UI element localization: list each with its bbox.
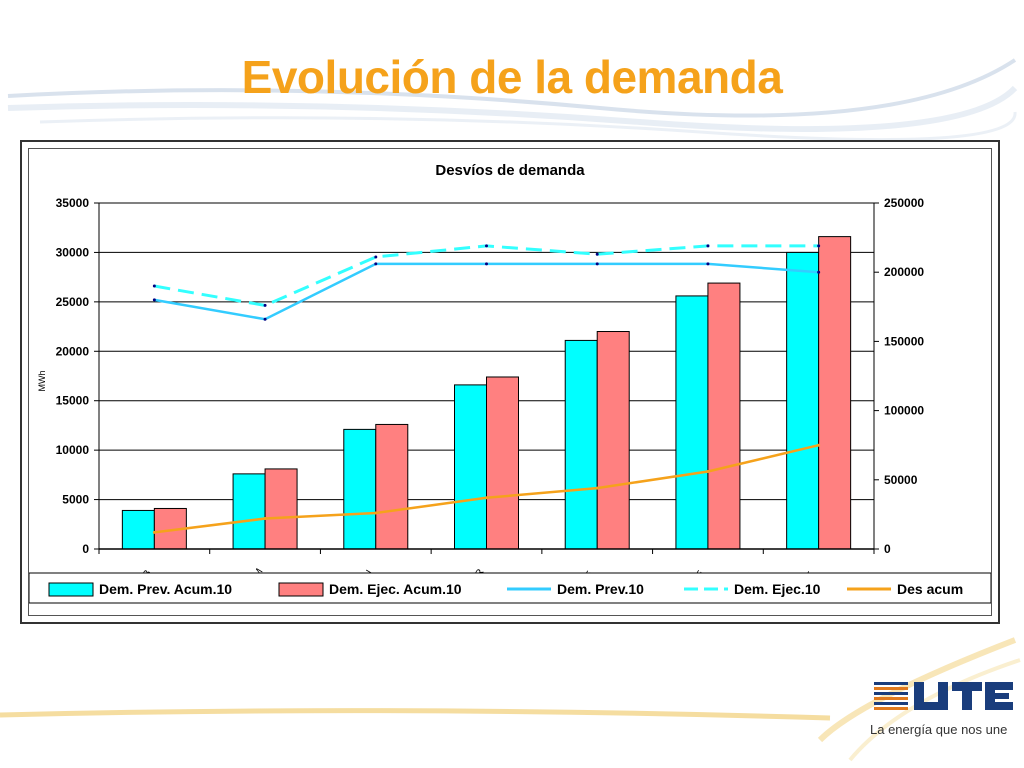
point-dem-ejec-10 bbox=[817, 244, 821, 248]
logo-tagline: La energía que nos une bbox=[870, 722, 1008, 737]
legend: Dem. Prev. Acum.10 Dem. Ejec. Acum.10 Dem.… bbox=[29, 572, 991, 604]
point-des-acum bbox=[374, 511, 378, 515]
y-tick-label: 5000 bbox=[62, 493, 89, 507]
ute-logo bbox=[874, 682, 1013, 710]
chart-title: Desvíos de demanda bbox=[435, 162, 585, 179]
lines-layer bbox=[152, 244, 821, 534]
y-tick-label: 20000 bbox=[56, 344, 90, 358]
point-des-acum bbox=[817, 443, 821, 447]
point-dem-ejec-10 bbox=[374, 255, 378, 259]
chart-frame: Desvíos de demanda MWh 0 5000 10000 15000 20… bbox=[20, 140, 1000, 624]
point-dem-prev-10 bbox=[595, 262, 599, 266]
legend-label-dem-prev-acum-10: Dem. Prev. Acum.10 bbox=[99, 581, 232, 597]
legend-swatch-dem-ejec-acum-10 bbox=[278, 582, 324, 597]
point-dem-ejec-10 bbox=[595, 252, 599, 256]
point-des-acum bbox=[706, 469, 710, 473]
y2-tick-label: 150000 bbox=[884, 334, 924, 348]
bar-dem-prev-acum-10 bbox=[564, 339, 598, 550]
bar-dem-ejec-acum-10 bbox=[264, 468, 298, 550]
slide-title: Evolución de la demanda bbox=[241, 51, 783, 103]
point-dem-prev-10 bbox=[152, 298, 156, 302]
point-dem-prev-10 bbox=[817, 270, 821, 274]
point-des-acum bbox=[595, 486, 599, 490]
y-tick-label: 10000 bbox=[56, 443, 90, 457]
point-dem-ejec-10 bbox=[152, 284, 156, 288]
y-axis-label: MWh bbox=[37, 371, 47, 392]
y2-tick-label: 0 bbox=[884, 542, 891, 556]
bars-layer bbox=[121, 236, 852, 550]
legend-label-dem-ejec-acum-10: Dem. Ejec. Acum.10 bbox=[329, 581, 462, 597]
point-dem-ejec-10 bbox=[485, 244, 488, 248]
point-dem-prev-10 bbox=[706, 262, 710, 266]
bar-dem-ejec-acum-10 bbox=[707, 282, 741, 550]
y-tick-label: 25000 bbox=[56, 295, 90, 309]
y-tick-label: 35000 bbox=[56, 196, 90, 210]
point-des-acum bbox=[263, 517, 267, 521]
y-tick-label: 0 bbox=[82, 542, 89, 556]
y2-tick-label: 100000 bbox=[884, 404, 924, 418]
legend-label-des-acum: Des acum bbox=[897, 581, 963, 597]
y2-tick-label: 200000 bbox=[884, 265, 924, 279]
point-dem-prev-10 bbox=[485, 262, 488, 266]
bar-dem-prev-acum-10 bbox=[454, 384, 487, 550]
bar-dem-prev-acum-10 bbox=[786, 251, 820, 550]
point-dem-ejec-10 bbox=[706, 244, 710, 248]
y2-tick-label: 250000 bbox=[884, 196, 924, 210]
bar-dem-prev-acum-10 bbox=[343, 428, 377, 550]
bar-dem-ejec-acum-10 bbox=[375, 423, 409, 550]
point-dem-prev-10 bbox=[374, 262, 378, 266]
ute-logo-letters bbox=[914, 682, 1013, 710]
y-tick-label: 15000 bbox=[56, 394, 90, 408]
y2-tick-label: 50000 bbox=[884, 473, 918, 487]
legend-label-dem-prev-10: Dem. Prev.10 bbox=[557, 581, 644, 597]
bar-dem-prev-acum-10 bbox=[675, 295, 709, 550]
legend-label-dem-ejec-10: Dem. Ejec.10 bbox=[734, 581, 821, 597]
bar-dem-prev-acum-10 bbox=[121, 509, 155, 550]
point-des-acum bbox=[485, 496, 488, 500]
point-des-acum bbox=[152, 530, 156, 534]
point-dem-ejec-10 bbox=[263, 303, 267, 307]
bar-dem-ejec-acum-10 bbox=[818, 236, 852, 550]
legend-swatch-dem-prev-acum-10 bbox=[48, 582, 94, 597]
bar-dem-ejec-acum-10 bbox=[596, 331, 630, 550]
y-tick-label: 30000 bbox=[56, 245, 90, 259]
demand-deviation-chart: Desvíos de demanda MWh 0 5000 10000 15000 20… bbox=[29, 162, 991, 604]
chart-inner-border: Desvíos de demanda MWh 0 5000 10000 15000 20… bbox=[28, 148, 992, 616]
ute-logo-mark bbox=[874, 682, 908, 710]
bar-dem-ejec-acum-10 bbox=[486, 376, 519, 550]
point-dem-prev-10 bbox=[263, 317, 267, 321]
bar-dem-prev-acum-10 bbox=[232, 473, 266, 550]
